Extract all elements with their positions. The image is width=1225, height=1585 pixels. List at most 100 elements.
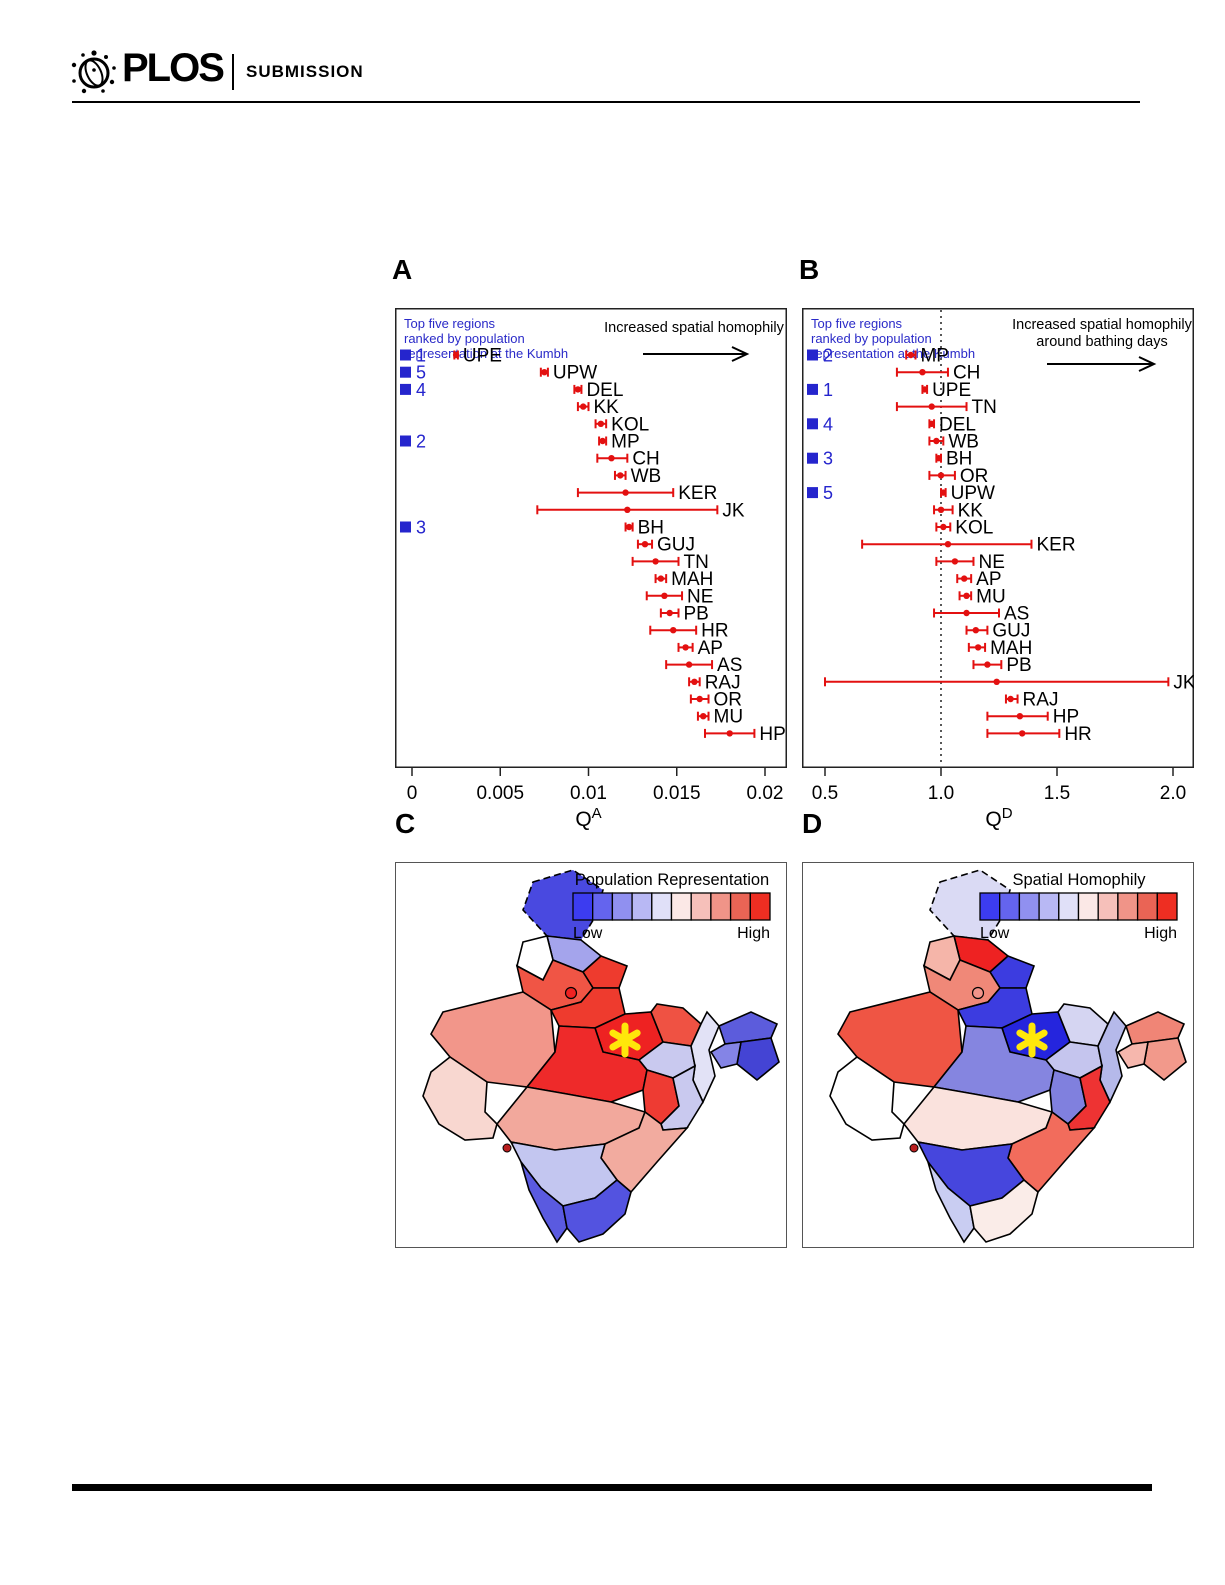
region-jk <box>522 869 604 941</box>
rank-number: 1 <box>823 380 833 400</box>
data-point <box>661 592 668 599</box>
rank-square <box>807 452 818 464</box>
data-point <box>921 386 928 393</box>
data-point <box>580 403 587 410</box>
data-point <box>625 523 633 531</box>
region-tn <box>562 1178 632 1243</box>
legend-swatch <box>1038 892 1060 921</box>
annotation-text: ranked by population <box>811 331 932 346</box>
rank-number: 4 <box>416 380 426 400</box>
data-point <box>666 609 673 617</box>
rank-number: 2 <box>823 346 833 366</box>
arrow-head <box>1138 356 1157 372</box>
data-point <box>963 609 970 617</box>
region-label: NE <box>978 552 1004 573</box>
region-label: HP <box>759 724 785 745</box>
region-label: AP <box>698 638 723 659</box>
legend-swatch <box>611 892 633 921</box>
data-point <box>696 695 703 703</box>
rank-number: 2 <box>416 432 426 452</box>
rank-square <box>400 521 411 533</box>
data-point <box>940 489 947 496</box>
region-label: KK <box>958 500 984 521</box>
region-label: KOL <box>611 414 649 435</box>
plos-globe-icon <box>70 48 118 96</box>
region-label: UPW <box>553 363 597 384</box>
region-ne3 <box>1116 1041 1149 1069</box>
annotation-text: Top five regions <box>404 316 496 331</box>
plot-frame <box>395 308 787 768</box>
rank-number: 5 <box>823 483 833 503</box>
annotation-text: Top five regions <box>811 316 903 331</box>
legend-swatch <box>631 892 653 921</box>
region-label: NE <box>687 586 713 607</box>
legend-swatch <box>592 892 614 921</box>
rank-number: 4 <box>823 414 833 434</box>
region-label: OR <box>714 690 743 711</box>
region-label: WB <box>948 432 979 453</box>
region-label: WB <box>631 466 662 487</box>
data-point <box>608 455 615 462</box>
region-label: MAH <box>990 638 1032 659</box>
rank-square <box>807 383 818 395</box>
legend-swatch <box>729 892 751 921</box>
region-label: MAH <box>671 569 713 590</box>
x-axis-label: QD <box>985 805 1012 831</box>
data-point <box>1019 730 1026 737</box>
data-point <box>919 369 926 376</box>
region-label: KOL <box>955 518 993 539</box>
data-point <box>691 678 698 685</box>
data-point <box>935 455 942 462</box>
x-tick-label: 0.01 <box>570 783 607 804</box>
legend-swatch <box>1077 892 1099 921</box>
data-point <box>726 730 733 737</box>
region-label: HP <box>1053 707 1079 728</box>
rank-square <box>400 435 411 447</box>
data-point <box>972 627 979 634</box>
data-point <box>907 351 915 359</box>
region-ker <box>520 1161 568 1244</box>
rank-number: 3 <box>416 518 426 538</box>
legend-swatch <box>670 892 692 921</box>
data-point <box>974 644 982 651</box>
data-point <box>617 472 624 479</box>
data-point <box>928 403 935 410</box>
legend-swatch <box>651 892 673 921</box>
region-guj <box>829 1056 905 1141</box>
arrow-label: Increased spatial homophily <box>604 320 784 336</box>
data-point <box>599 437 606 445</box>
plos-logo-text: PLOS <box>122 46 225 90</box>
region-del <box>564 986 578 1000</box>
data-point <box>685 661 693 668</box>
rank-number: 1 <box>416 346 426 366</box>
data-point <box>937 506 945 513</box>
data-point <box>984 661 991 668</box>
data-point <box>944 541 952 548</box>
data-point <box>670 627 677 634</box>
x-tick-label: 1.5 <box>1044 783 1070 804</box>
x-axis-label: QA <box>575 805 601 831</box>
legend-low-label: Low <box>980 925 1010 942</box>
data-point <box>652 558 659 565</box>
legend-swatch <box>749 892 771 921</box>
x-tick-label: 0.02 <box>747 783 784 804</box>
region-ne3 <box>709 1041 742 1069</box>
legend-swatch <box>710 892 732 921</box>
data-point <box>1007 695 1014 703</box>
legend-swatch <box>572 892 594 921</box>
x-tick-label: 1.0 <box>928 783 954 804</box>
region-label: MP <box>611 432 640 453</box>
legend-title: Spatial Homophily <box>1013 871 1147 889</box>
legend-swatch <box>1117 892 1139 921</box>
data-point <box>682 644 689 651</box>
region-ker <box>927 1161 975 1244</box>
region-goa <box>909 1143 919 1153</box>
annotation-text: ranked by population <box>404 331 525 346</box>
arrow-label: Increased spatial homophily <box>1012 317 1192 333</box>
region-label: CH <box>632 449 659 470</box>
data-point <box>951 558 959 565</box>
data-point <box>933 437 940 445</box>
region-label: JK <box>1173 672 1194 693</box>
x-tick-label: 0 <box>407 783 418 804</box>
region-label: MU <box>976 586 1006 607</box>
